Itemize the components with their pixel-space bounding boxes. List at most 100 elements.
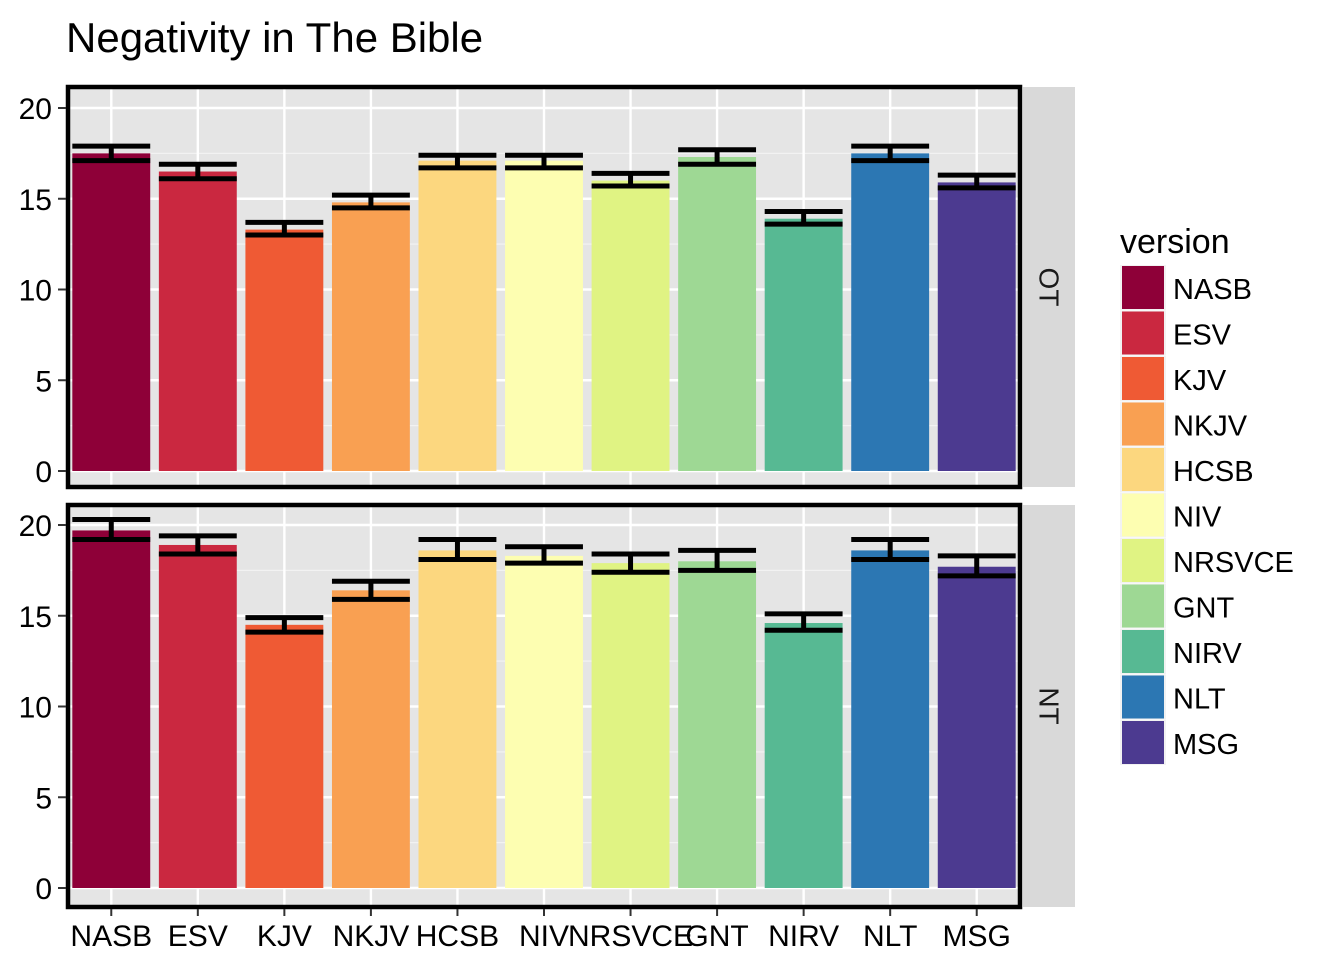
bar-hcsb bbox=[418, 550, 497, 888]
legend-label: NIRV bbox=[1173, 638, 1242, 670]
bar-nlt bbox=[851, 550, 930, 888]
legend-item-niv: NIV bbox=[1120, 492, 1222, 538]
legend-swatch bbox=[1122, 357, 1164, 400]
y-tick-label: 5 bbox=[35, 782, 52, 815]
x-tick-label-nasb: NASB bbox=[70, 920, 152, 953]
bar-nkjv bbox=[331, 590, 410, 888]
legend-swatch bbox=[1122, 539, 1164, 582]
bar-msg bbox=[937, 182, 1016, 472]
panels: 0 5 10 15 20 OT 0 5 10 15 20 NT bbox=[19, 84, 1075, 910]
bar-nasb bbox=[72, 530, 151, 888]
error-bar-gnt bbox=[678, 147, 757, 167]
y-tick-label: 15 bbox=[19, 601, 52, 634]
bar-niv bbox=[505, 555, 583, 888]
legend-label: MSG bbox=[1173, 729, 1239, 761]
x-tick-label-nlt: NLT bbox=[863, 920, 917, 953]
legend-swatch bbox=[1122, 402, 1164, 446]
facet-label-ot: OT bbox=[1034, 268, 1065, 307]
bar-nrsvce bbox=[591, 563, 670, 888]
bar-nasb bbox=[72, 153, 151, 471]
error-bar-hcsb bbox=[418, 537, 497, 562]
facet-label-nt: NT bbox=[1034, 687, 1065, 724]
legend-item-gnt: GNT bbox=[1120, 583, 1235, 629]
legend-label: ESV bbox=[1173, 320, 1232, 352]
legend-item-kjv: KJV bbox=[1120, 356, 1227, 401]
legend-swatch bbox=[1122, 493, 1164, 537]
bar-esv bbox=[158, 171, 237, 471]
bar-nrsvce bbox=[591, 180, 670, 471]
legend-label: NIV bbox=[1173, 502, 1222, 534]
panel-nt: 0 5 10 15 20 NT bbox=[19, 502, 1075, 910]
error-bar-nasb bbox=[72, 143, 151, 164]
error-bar-nirv bbox=[764, 611, 843, 633]
legend-label: GNT bbox=[1173, 593, 1235, 625]
bar-nlt bbox=[851, 153, 930, 471]
legend-item-nrsvce: NRSVCE bbox=[1120, 538, 1294, 583]
bar-gnt bbox=[678, 561, 757, 888]
y-tick-label: 0 bbox=[35, 873, 52, 906]
y-tick-label: 10 bbox=[19, 692, 52, 725]
legend-swatch bbox=[1122, 584, 1164, 628]
legend-label: HCSB bbox=[1173, 456, 1254, 488]
legend-item-msg: MSG bbox=[1120, 720, 1239, 765]
error-bar-msg bbox=[937, 172, 1016, 191]
x-tick-label-hcsb: HCSB bbox=[416, 920, 499, 953]
error-bar-esv bbox=[158, 533, 237, 557]
y-tick-label: 0 bbox=[35, 456, 52, 489]
y-tick-label: 20 bbox=[19, 93, 52, 126]
x-tick-label-nkjv: NKJV bbox=[333, 920, 410, 953]
bar-msg bbox=[937, 566, 1016, 888]
legend-swatch bbox=[1122, 311, 1164, 355]
legend-item-esv: ESV bbox=[1120, 310, 1232, 356]
bar-esv bbox=[158, 544, 237, 888]
error-bar-nlt bbox=[851, 537, 930, 562]
error-bar-nkjv bbox=[331, 578, 410, 602]
error-bar-nirv bbox=[764, 208, 843, 227]
legend-label: KJV bbox=[1173, 365, 1227, 397]
legend-item-nirv: NIRV bbox=[1120, 629, 1242, 674]
error-bar-nrsvce bbox=[591, 551, 670, 575]
legend: version NASB ESV KJV NKJV HCSB NIV NRSVCE GNT NI… bbox=[1120, 223, 1294, 765]
error-bar-nasb bbox=[72, 517, 151, 543]
legend-label: NRSVCE bbox=[1173, 547, 1294, 579]
error-bar-kjv bbox=[245, 219, 324, 238]
x-tick-label-esv: ESV bbox=[168, 920, 228, 953]
legend-swatch bbox=[1122, 630, 1164, 673]
facet-strip bbox=[1023, 505, 1075, 907]
error-bar-esv bbox=[158, 161, 237, 182]
legend-swatch bbox=[1122, 721, 1164, 764]
legend-item-nlt: NLT bbox=[1120, 674, 1226, 720]
legend-label: NKJV bbox=[1173, 411, 1248, 443]
bar-nkjv bbox=[331, 202, 410, 471]
legend-swatch bbox=[1122, 675, 1164, 719]
bar-gnt bbox=[678, 157, 757, 471]
error-bar-nkjv bbox=[331, 192, 410, 211]
error-bar-niv bbox=[505, 544, 583, 566]
error-bar-nlt bbox=[851, 143, 930, 164]
error-bar-niv bbox=[505, 152, 583, 171]
error-bar-hcsb bbox=[418, 152, 497, 171]
panel-ot: 0 5 10 15 20 OT bbox=[19, 84, 1075, 490]
error-bar-msg bbox=[937, 553, 1016, 579]
legend-item-hcsb: HCSB bbox=[1120, 447, 1254, 492]
y-tick-label: 5 bbox=[35, 365, 52, 398]
legend-swatch bbox=[1122, 266, 1164, 309]
bar-niv bbox=[505, 160, 583, 471]
legend-item-nasb: NASB bbox=[1120, 265, 1252, 310]
legend-label: NLT bbox=[1173, 684, 1226, 716]
bar-nirv bbox=[764, 623, 843, 888]
x-tick-label-gnt: GNT bbox=[685, 920, 748, 953]
legend-label: NASB bbox=[1173, 274, 1252, 306]
y-tick-label: 20 bbox=[19, 510, 52, 543]
x-tick-label-nirv: NIRV bbox=[768, 920, 839, 953]
facet-strip bbox=[1023, 87, 1075, 487]
chart-title: Negativity in The Bible bbox=[66, 14, 483, 61]
bar-kjv bbox=[245, 229, 324, 471]
bar-kjv bbox=[245, 624, 324, 888]
panel-border bbox=[65, 502, 1023, 910]
error-bar-gnt bbox=[678, 547, 757, 573]
legend-item-nkjv: NKJV bbox=[1120, 401, 1248, 447]
legend-swatch bbox=[1122, 448, 1164, 491]
